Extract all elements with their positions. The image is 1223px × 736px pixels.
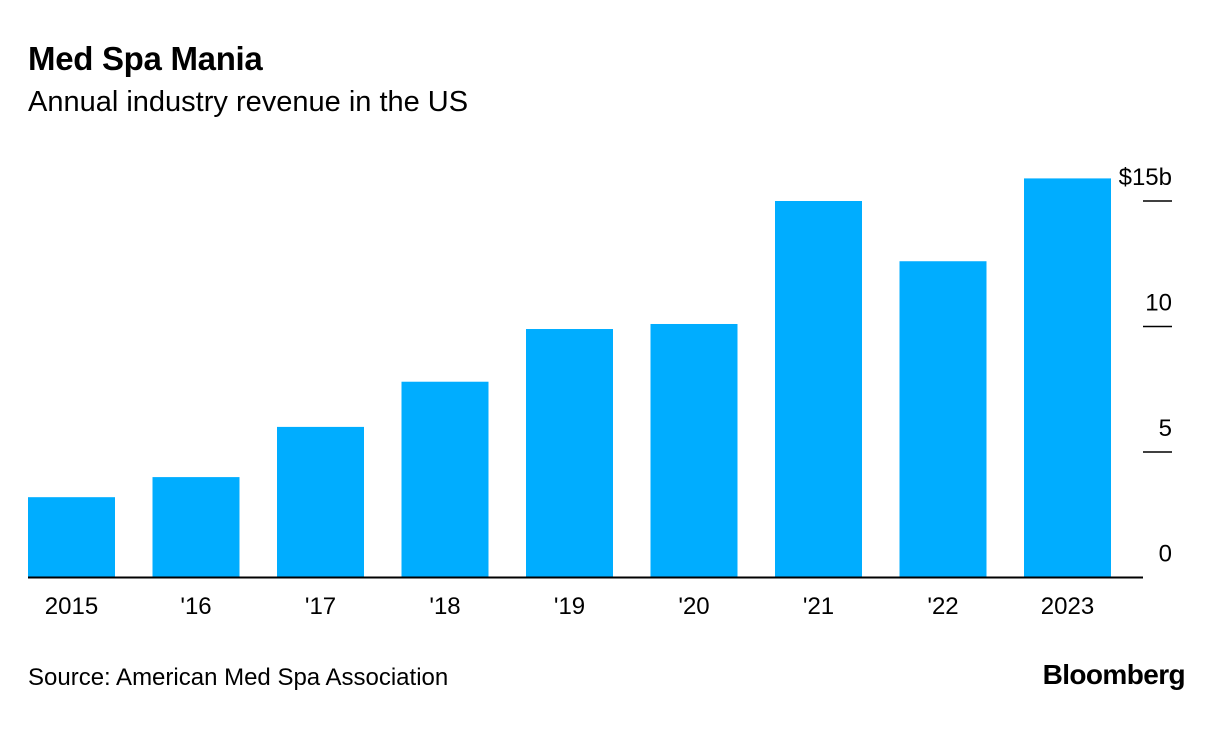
x-tick-label: '19 [554, 593, 585, 620]
y-tick-label: 10 [1145, 290, 1172, 317]
chart-subtitle: Annual industry revenue in the US [28, 86, 469, 118]
bar-8 [1024, 178, 1111, 578]
chart-title: Med Spa Mania [28, 40, 263, 77]
y-tick-label: 5 [1159, 415, 1172, 442]
bar-chart: 2015 '16 '17 '18 '19 '20 '21 '22 2023 0 5 10 $15b [28, 164, 1172, 620]
bar-6 [775, 201, 862, 578]
source-note: Source: American Med Spa Association [28, 664, 449, 691]
x-tick-label: '16 [180, 593, 211, 620]
bars-group [28, 178, 1111, 578]
bar-7 [899, 261, 987, 578]
y-tick-label: 0 [1159, 541, 1172, 568]
x-tick-label: '18 [429, 593, 460, 620]
bar-3 [401, 381, 489, 578]
x-tick-label: 2023 [1041, 593, 1094, 620]
x-tick-label: '20 [678, 593, 709, 620]
bar-1 [152, 477, 240, 578]
x-tick-label: '17 [305, 593, 336, 620]
bar-5 [650, 323, 738, 578]
x-tick-label: 2015 [45, 593, 98, 620]
y-tick-label: $15b [1119, 164, 1172, 191]
bar-0 [28, 497, 115, 578]
y-axis: 0 5 10 $15b [1119, 164, 1172, 568]
x-tick-label: '22 [927, 593, 958, 620]
x-axis-labels: 2015 '16 '17 '18 '19 '20 '21 '22 2023 [45, 593, 1094, 620]
bar-2 [277, 426, 364, 578]
bar-4 [526, 329, 613, 578]
x-tick-label: '21 [803, 593, 834, 620]
bloomberg-logo: Bloomberg [1042, 659, 1186, 690]
